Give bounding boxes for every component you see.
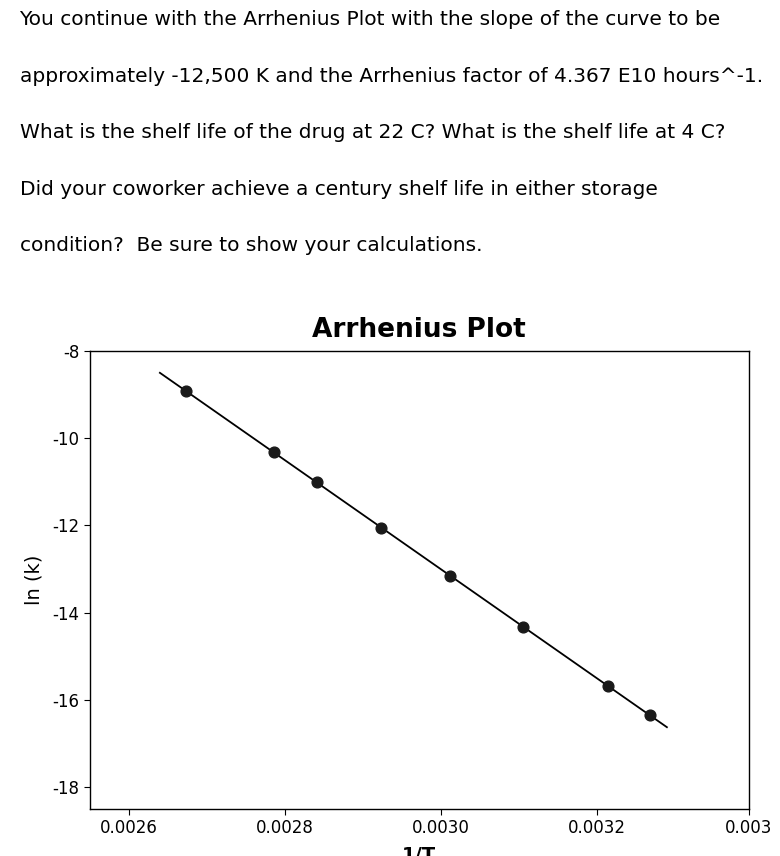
Point [375, 520, 388, 534]
Text: You continue with the Arrhenius Plot with the slope of the curve to be: You continue with the Arrhenius Plot wit… [20, 10, 721, 29]
Text: approximately -12,500 K and the Arrhenius factor of 4.367 E10 hours^-1.: approximately -12,500 K and the Arrheniu… [20, 67, 763, 86]
Point [268, 446, 280, 460]
X-axis label: 1/T: 1/T [402, 846, 436, 856]
Title: Arrhenius Plot: Arrhenius Plot [312, 317, 526, 343]
Point [602, 680, 615, 693]
Y-axis label: ln (k): ln (k) [25, 555, 44, 605]
Point [644, 709, 656, 722]
Point [310, 476, 323, 490]
Text: Did your coworker achieve a century shelf life in either storage: Did your coworker achieve a century shel… [20, 180, 658, 199]
Point [517, 620, 530, 633]
Point [180, 384, 193, 398]
Point [444, 568, 456, 582]
Text: What is the shelf life of the drug at 22 C? What is the shelf life at 4 C?: What is the shelf life of the drug at 22… [20, 123, 725, 142]
Text: condition?  Be sure to show your calculations.: condition? Be sure to show your calculat… [20, 236, 482, 255]
